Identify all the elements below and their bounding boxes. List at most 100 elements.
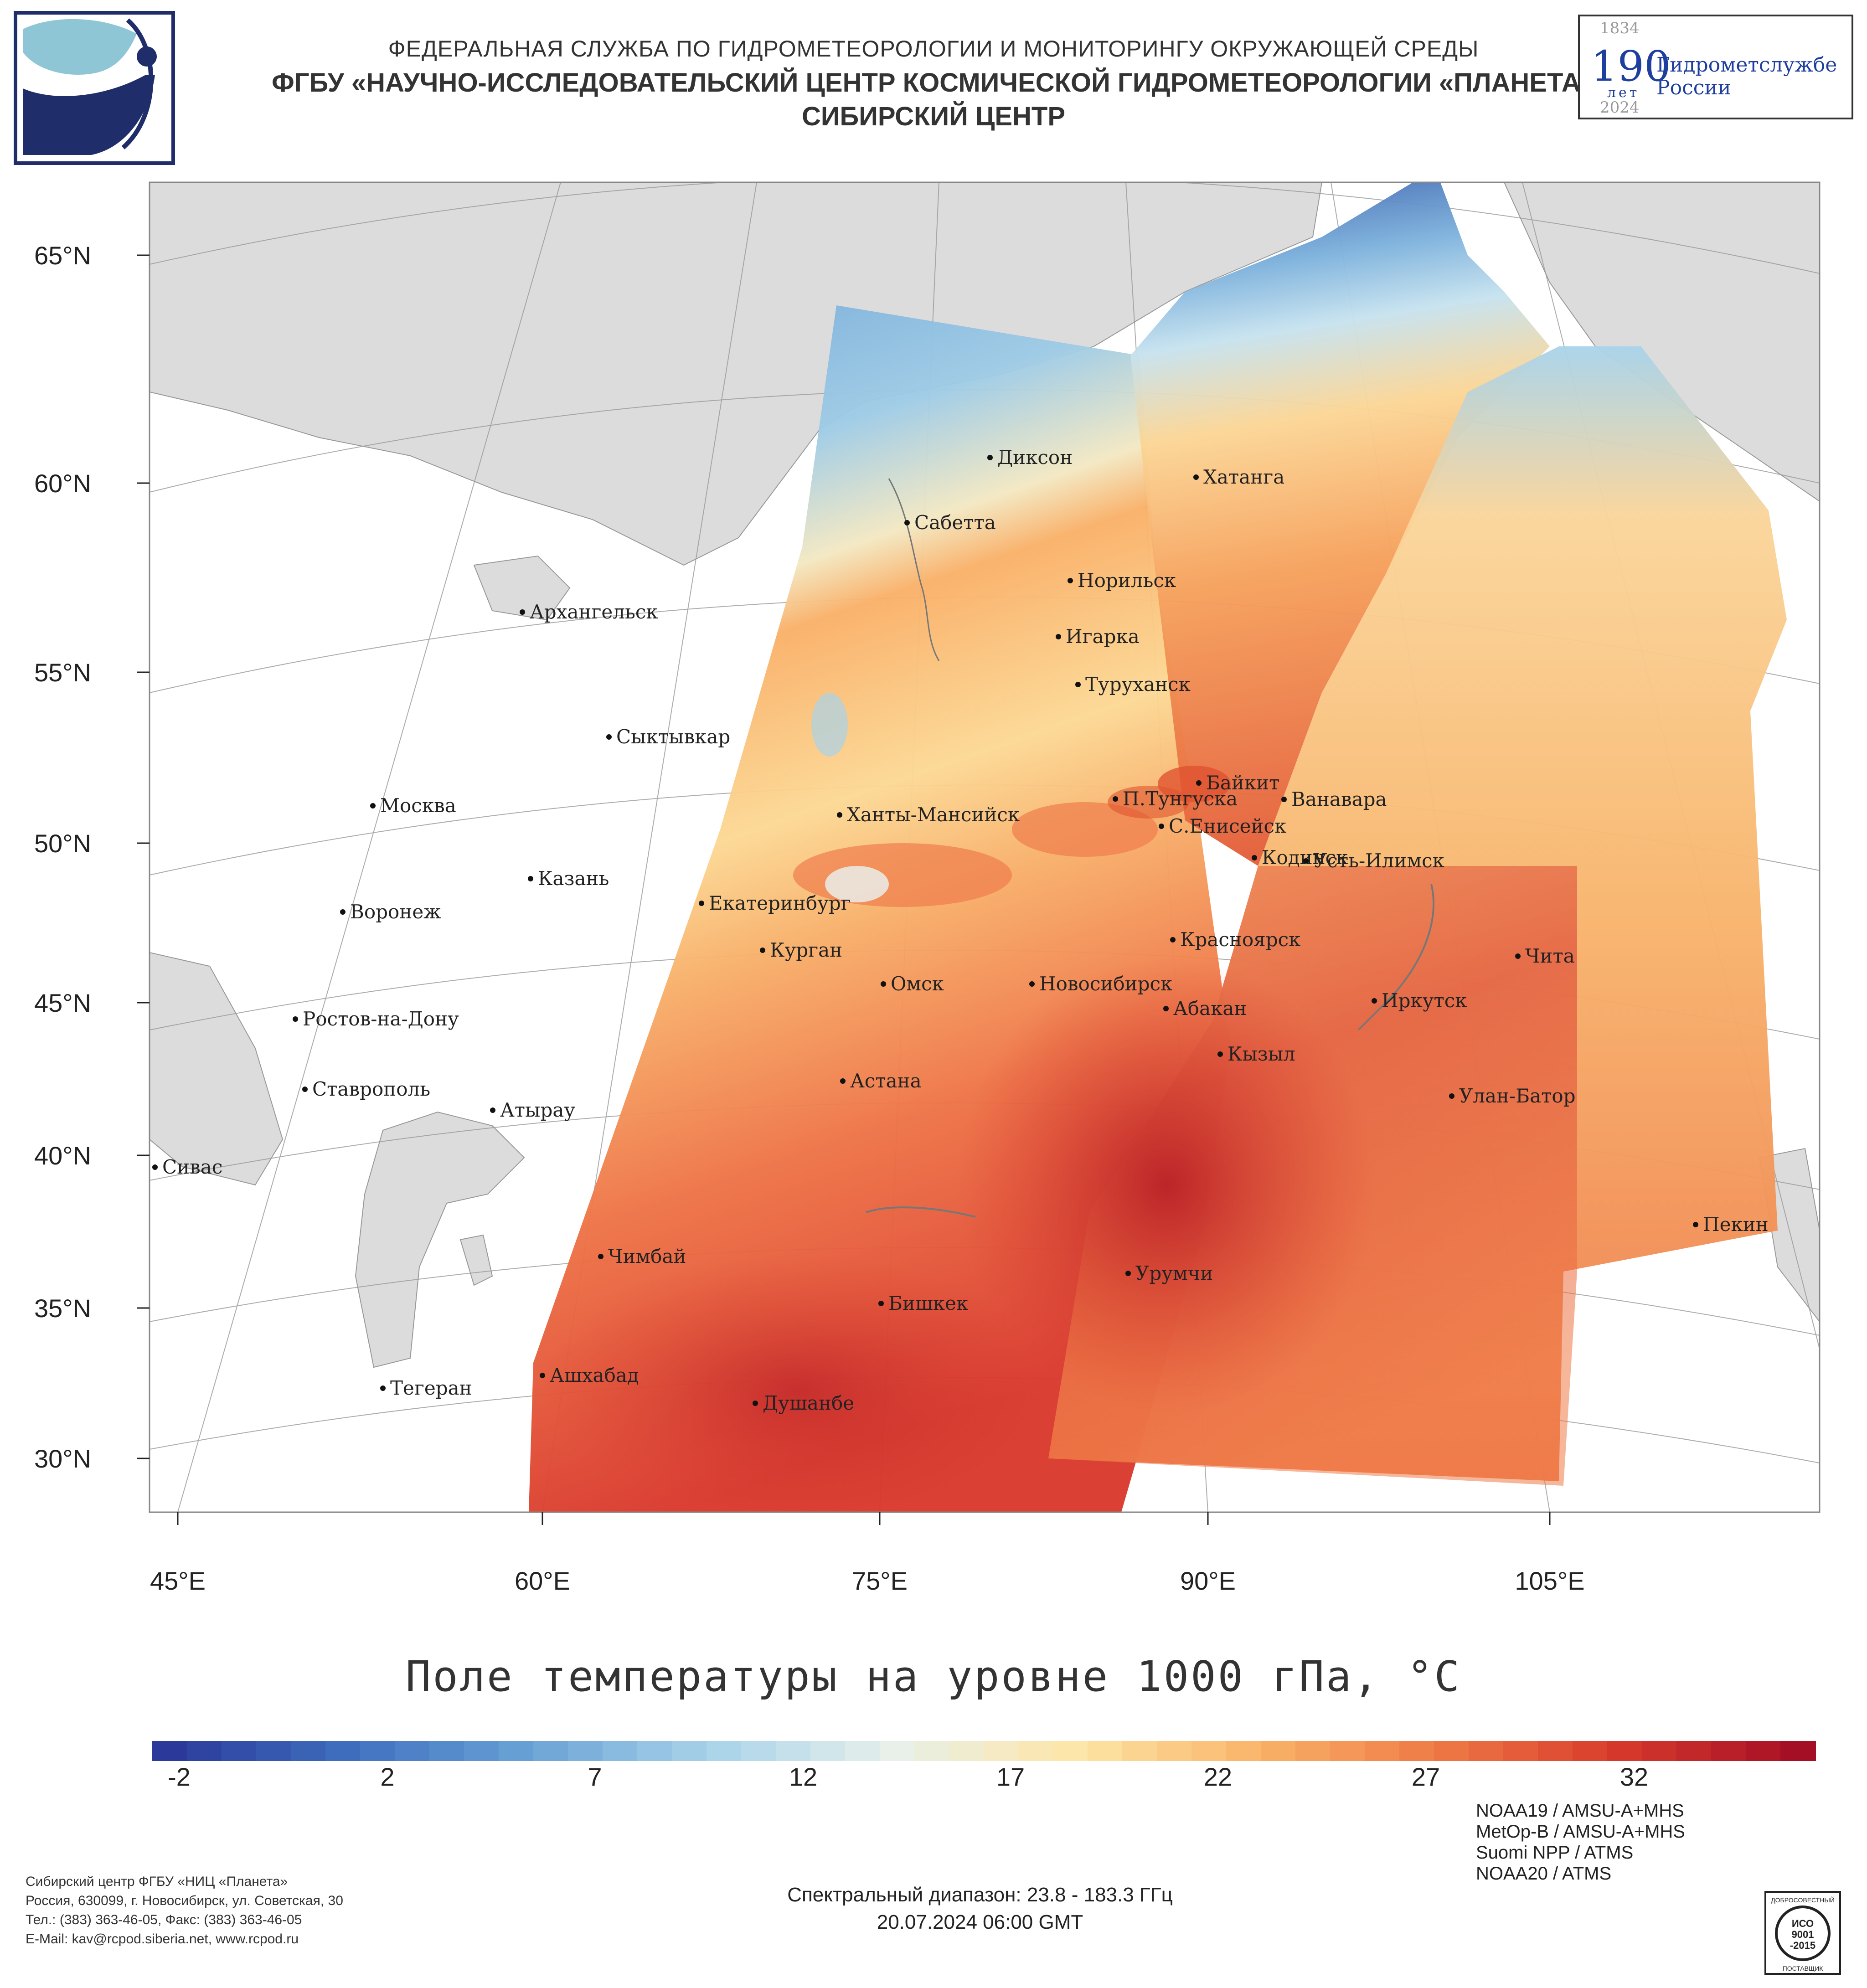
anniversary-org: Гидрометслужбе России: [1656, 54, 1837, 99]
colorbar-segment: [533, 1741, 569, 1761]
planeta-logo: [14, 11, 175, 165]
city-label: Атырау: [500, 1099, 575, 1121]
colorbar-label: 17: [996, 1762, 1025, 1791]
city-label: Казань: [538, 867, 609, 890]
city-label: Чита: [1525, 945, 1575, 967]
iso-top: ДОБРОСОВЕСТНЫЙ: [1771, 1896, 1835, 1904]
colorbar-segment: [1365, 1741, 1400, 1761]
lon-tick-label: 75°E: [852, 1566, 908, 1595]
colorbar-segment: [1157, 1741, 1192, 1761]
city-label: Сивас: [162, 1156, 222, 1178]
satellite-item: MetOp-B / AMSU-A+MHS: [1476, 1822, 1685, 1842]
colorbar-segment: [221, 1741, 257, 1761]
colorbar-segment: [1469, 1741, 1504, 1761]
colorbar-segment: [949, 1741, 985, 1761]
lon-tick-label: 60°E: [515, 1566, 570, 1595]
city-dot: [1449, 1093, 1454, 1099]
city-label: Улан-Батор: [1459, 1085, 1576, 1107]
city-dot: [987, 455, 993, 460]
city-dot: [380, 1385, 386, 1391]
city-label: Байкит: [1206, 772, 1279, 794]
city-dot: [1029, 981, 1035, 987]
city-dot: [881, 981, 886, 987]
city-label: Ванавара: [1291, 788, 1387, 810]
city-dot: [1303, 858, 1309, 864]
colorbar-segment: [914, 1741, 950, 1761]
city-dot: [1515, 953, 1521, 959]
city-label: Усть-Илимск: [1313, 850, 1444, 872]
city-label: Чимбай: [608, 1245, 686, 1267]
city-label: Норильск: [1078, 569, 1176, 592]
colorbar-segment: [1226, 1741, 1262, 1761]
colorbar-segment: [499, 1741, 534, 1761]
city-dot: [1281, 797, 1287, 802]
header-agency: ФЕДЕРАЛЬНАЯ СЛУЖБА ПО ГИДРОМЕТЕОРОЛОГИИ …: [388, 36, 1479, 62]
city-label: Пекин: [1703, 1213, 1769, 1236]
city-label: Омск: [891, 973, 944, 995]
lat-tick-label: 35°N: [34, 1294, 91, 1323]
colorbar-segment: [741, 1741, 777, 1761]
city-dot: [152, 1164, 158, 1170]
colorbar-segment: [1780, 1741, 1816, 1761]
colorbar-segment: [1330, 1741, 1366, 1761]
years-word: лет: [1607, 85, 1640, 101]
lat-tick-label: 30°N: [34, 1444, 91, 1473]
colorbar-label: 12: [789, 1762, 818, 1791]
lon-tick-label: 105°E: [1515, 1566, 1584, 1595]
colorbar-segment: [1711, 1741, 1747, 1761]
colorbar-segment: [1538, 1741, 1573, 1761]
city-dot: [699, 901, 704, 906]
address: Россия, 630099, г. Новосибирск, ул. Сове…: [26, 1893, 343, 1908]
colorbar-segment: [1088, 1741, 1123, 1761]
colorbar-segment: [1399, 1741, 1435, 1761]
city-label: Тегеран: [390, 1377, 472, 1399]
colorbar-segment: [845, 1741, 881, 1761]
city-dot: [1170, 937, 1176, 942]
city-dot: [520, 609, 525, 615]
city-label: Урумчи: [1135, 1262, 1213, 1284]
lat-tick-label: 65°N: [34, 241, 91, 270]
city-dot: [598, 1254, 603, 1259]
city-dot: [1217, 1051, 1223, 1057]
colorbar-segment: [290, 1741, 326, 1761]
city-dot: [340, 909, 346, 915]
city-label: Ростов-на-Дону: [303, 1008, 459, 1030]
colorbar-label: 32: [1619, 1762, 1649, 1791]
colorbar-segment: [984, 1741, 1019, 1761]
city-label: Диксон: [997, 446, 1073, 469]
satellite-item: NOAA19 / AMSU-A+MHS: [1476, 1801, 1684, 1821]
city-dot: [840, 1078, 846, 1084]
colorbar-segment: [1607, 1741, 1643, 1761]
city-label: Кодинск: [1262, 846, 1348, 869]
city-dot: [878, 1301, 884, 1306]
city-dot: [606, 734, 612, 740]
lon-tick-label: 45°E: [150, 1566, 206, 1595]
colorbar-segment: [429, 1741, 465, 1761]
contact-block: Сибирский центр ФГБУ «НИЦ «Планета» Росс…: [26, 1872, 343, 1949]
colorbar-label: 27: [1411, 1762, 1440, 1791]
city-markers: Диксон Хатанга Сабетта Норильск Игарка Туруха…: [152, 446, 1769, 1414]
colorbar-segment: [325, 1741, 361, 1761]
city-dot: [1193, 474, 1199, 480]
city-dot: [1196, 780, 1202, 786]
lat-tick-label: 60°N: [34, 469, 91, 498]
colorbar-label: 7: [588, 1762, 602, 1791]
city-dot: [302, 1087, 308, 1092]
colorbar-segment: [1053, 1741, 1088, 1761]
city-dot: [1113, 796, 1118, 802]
email-link[interactable]: E-Mail: kav@rcpod.siberia.net, www.rcpod…: [26, 1931, 299, 1947]
colorbar-segment: [186, 1741, 222, 1761]
city-label: Ставрополь: [312, 1078, 430, 1100]
header-center: ФГБУ «НАУЧНО-ИССЛЕДОВАТЕЛЬСКИЙ ЦЕНТР КОС…: [272, 68, 1595, 98]
lat-tick-label: 40°N: [34, 1141, 91, 1170]
city-dot: [1252, 855, 1257, 860]
city-label: Абакан: [1173, 997, 1247, 1020]
iso-line3: -2015: [1790, 1940, 1815, 1951]
satellite-list: NOAA19 / AMSU-A+MHS MetOp-B / AMSU-A+MHS…: [1476, 1800, 1685, 1884]
city-label: Сыктывкар: [616, 726, 730, 748]
lat-tick-label: 55°N: [34, 658, 91, 687]
colorbar-segment: [603, 1741, 638, 1761]
city-label: Москва: [380, 794, 456, 817]
colorbar-segment: [1676, 1741, 1712, 1761]
colorbar-segment: [256, 1741, 292, 1761]
